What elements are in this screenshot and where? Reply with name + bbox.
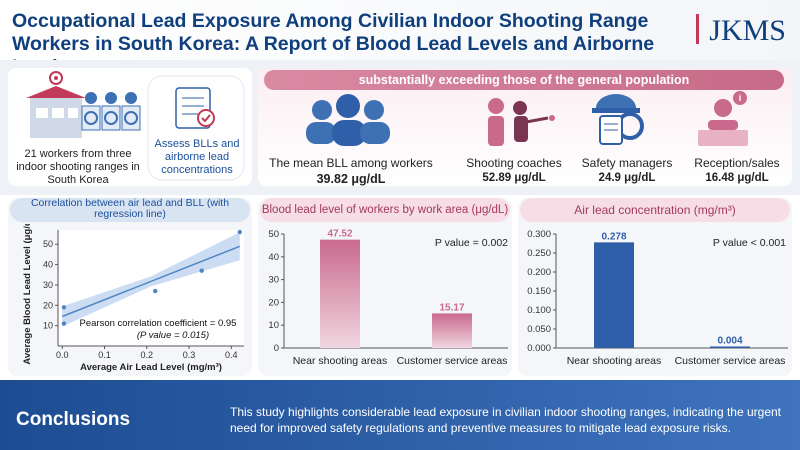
group-label-coaches: Shooting coaches — [466, 156, 562, 170]
study-aim-text: Assess BLLs and airborne lead concentrat… — [154, 138, 240, 176]
safety-manager-icon — [592, 94, 644, 145]
bar-value-label: 15.17 — [439, 302, 464, 313]
y-tick-label: 20 — [43, 300, 53, 310]
x-tick-label: 0.3 — [183, 350, 196, 360]
x-tick-label: 0.1 — [98, 350, 111, 360]
y-tick-label: 10 — [268, 320, 279, 331]
y-tick-label: 20 — [268, 297, 279, 308]
p-value-annotation: P value = 0.002 — [435, 237, 508, 249]
y-tick-label: 50 — [268, 229, 279, 240]
scatter-point — [61, 305, 67, 310]
air-panel — [518, 198, 792, 376]
shooting-coach-icon — [488, 98, 555, 146]
bll-summary-banner: substantially exceeding those of the gen… — [264, 70, 784, 90]
mean-bll-label: The mean BLL among workers — [269, 156, 433, 170]
regression-line — [61, 245, 241, 318]
header: Occupational Lead Exposure Among Civilia… — [0, 0, 800, 78]
study-card: 21 workers from three indoor shooting ra… — [8, 68, 252, 186]
bar — [432, 313, 472, 348]
x-category-label: Customer service areas — [397, 355, 508, 367]
p-value-annotation: P value < 0.001 — [713, 237, 786, 249]
y-tick-label: 50 — [43, 239, 53, 249]
y-tick-label: 0.100 — [527, 305, 551, 316]
group-value-safety: 24.9 μg/dL — [598, 172, 656, 184]
y-tick-label: 40 — [43, 260, 53, 270]
bar — [594, 242, 634, 348]
scatter-point — [237, 229, 242, 235]
svg-text:i: i — [739, 93, 742, 103]
bar-value-label: 47.52 — [327, 229, 352, 240]
x-category-label: Customer service areas — [675, 355, 786, 367]
bll-title: Blood lead level of workers by work area… — [260, 198, 510, 222]
conclusions-text: This study highlights considerable lead … — [230, 405, 782, 435]
bar-value-label: 0.278 — [601, 231, 626, 242]
scatter-point — [153, 288, 158, 294]
group-value-reception: 16.48 μg/dL — [705, 172, 769, 184]
y-tick-label: 40 — [268, 252, 279, 263]
conclusions-heading: Conclusions — [16, 409, 131, 430]
y-tick-label: 30 — [268, 275, 279, 286]
air-bar-chart: 0.000 0.050 0.100 0.150 0.200 0.250 0.300 0.278… — [527, 229, 788, 367]
group-value-coaches: 52.89 μg/dL — [482, 172, 546, 184]
y-tick-label: 10 — [43, 321, 53, 331]
y-tick-label: 0.250 — [527, 248, 551, 259]
x-axis-label: Average Air Lead Level (mg/m³) — [80, 362, 222, 373]
y-tick-label: 0.150 — [527, 286, 551, 297]
workers-group-icon — [306, 94, 390, 146]
shooting-range-icon — [26, 71, 245, 181]
scatter-point — [61, 321, 67, 326]
confidence-band — [62, 232, 240, 327]
conclusions-bar — [0, 380, 800, 450]
y-tick-label: 0.300 — [527, 229, 551, 240]
y-axis-label: Average Blood Lead Level (μg/dL) — [22, 224, 33, 365]
y-tick-label: 30 — [43, 280, 53, 290]
journal-logo: JKMS — [709, 14, 786, 47]
bar — [320, 239, 360, 348]
group-label-safety: Safety managers — [581, 156, 673, 170]
x-category-label: Near shooting areas — [567, 355, 662, 367]
y-tick-label: 0 — [274, 343, 279, 354]
correlation-p-annotation: (P value = 0.015) — [137, 330, 209, 341]
y-tick-label: 0.050 — [527, 324, 551, 335]
group-label-reception: Reception/sales — [694, 156, 780, 170]
scatter-point — [199, 268, 204, 273]
bar-value-label: 0.004 — [717, 335, 742, 346]
study-population-text: 21 workers from three indoor shooting ra… — [16, 148, 140, 186]
mean-bll-value: 39.82 μg/dL — [316, 172, 386, 186]
logo-accent — [696, 14, 699, 44]
x-tick-label: 0.4 — [225, 350, 238, 360]
correlation-annotation: Pearson correlation coefficient = 0.95 — [80, 318, 237, 329]
x-tick-label: 0.0 — [56, 350, 69, 360]
x-category-label: Near shooting areas — [293, 355, 388, 367]
summary-icons: i — [306, 91, 748, 146]
bar — [710, 346, 750, 348]
bll-bar-chart: 0 10 20 30 40 50 47.52 Near shooting areas 15.17… — [268, 229, 508, 367]
air-title: Air lead concentration (mg/m³) — [520, 198, 790, 222]
x-tick-label: 0.2 — [141, 350, 154, 360]
scatter-chart: 10 20 30 40 50 0.0 0.1 0.2 0.3 0.4 Pearson correla… — [22, 224, 244, 373]
correlation-title: Correlation between air lead and BLL (wi… — [10, 198, 250, 222]
reception-icon: i — [698, 91, 748, 146]
y-tick-label: 0.000 — [527, 343, 551, 354]
y-tick-label: 0.200 — [527, 267, 551, 278]
